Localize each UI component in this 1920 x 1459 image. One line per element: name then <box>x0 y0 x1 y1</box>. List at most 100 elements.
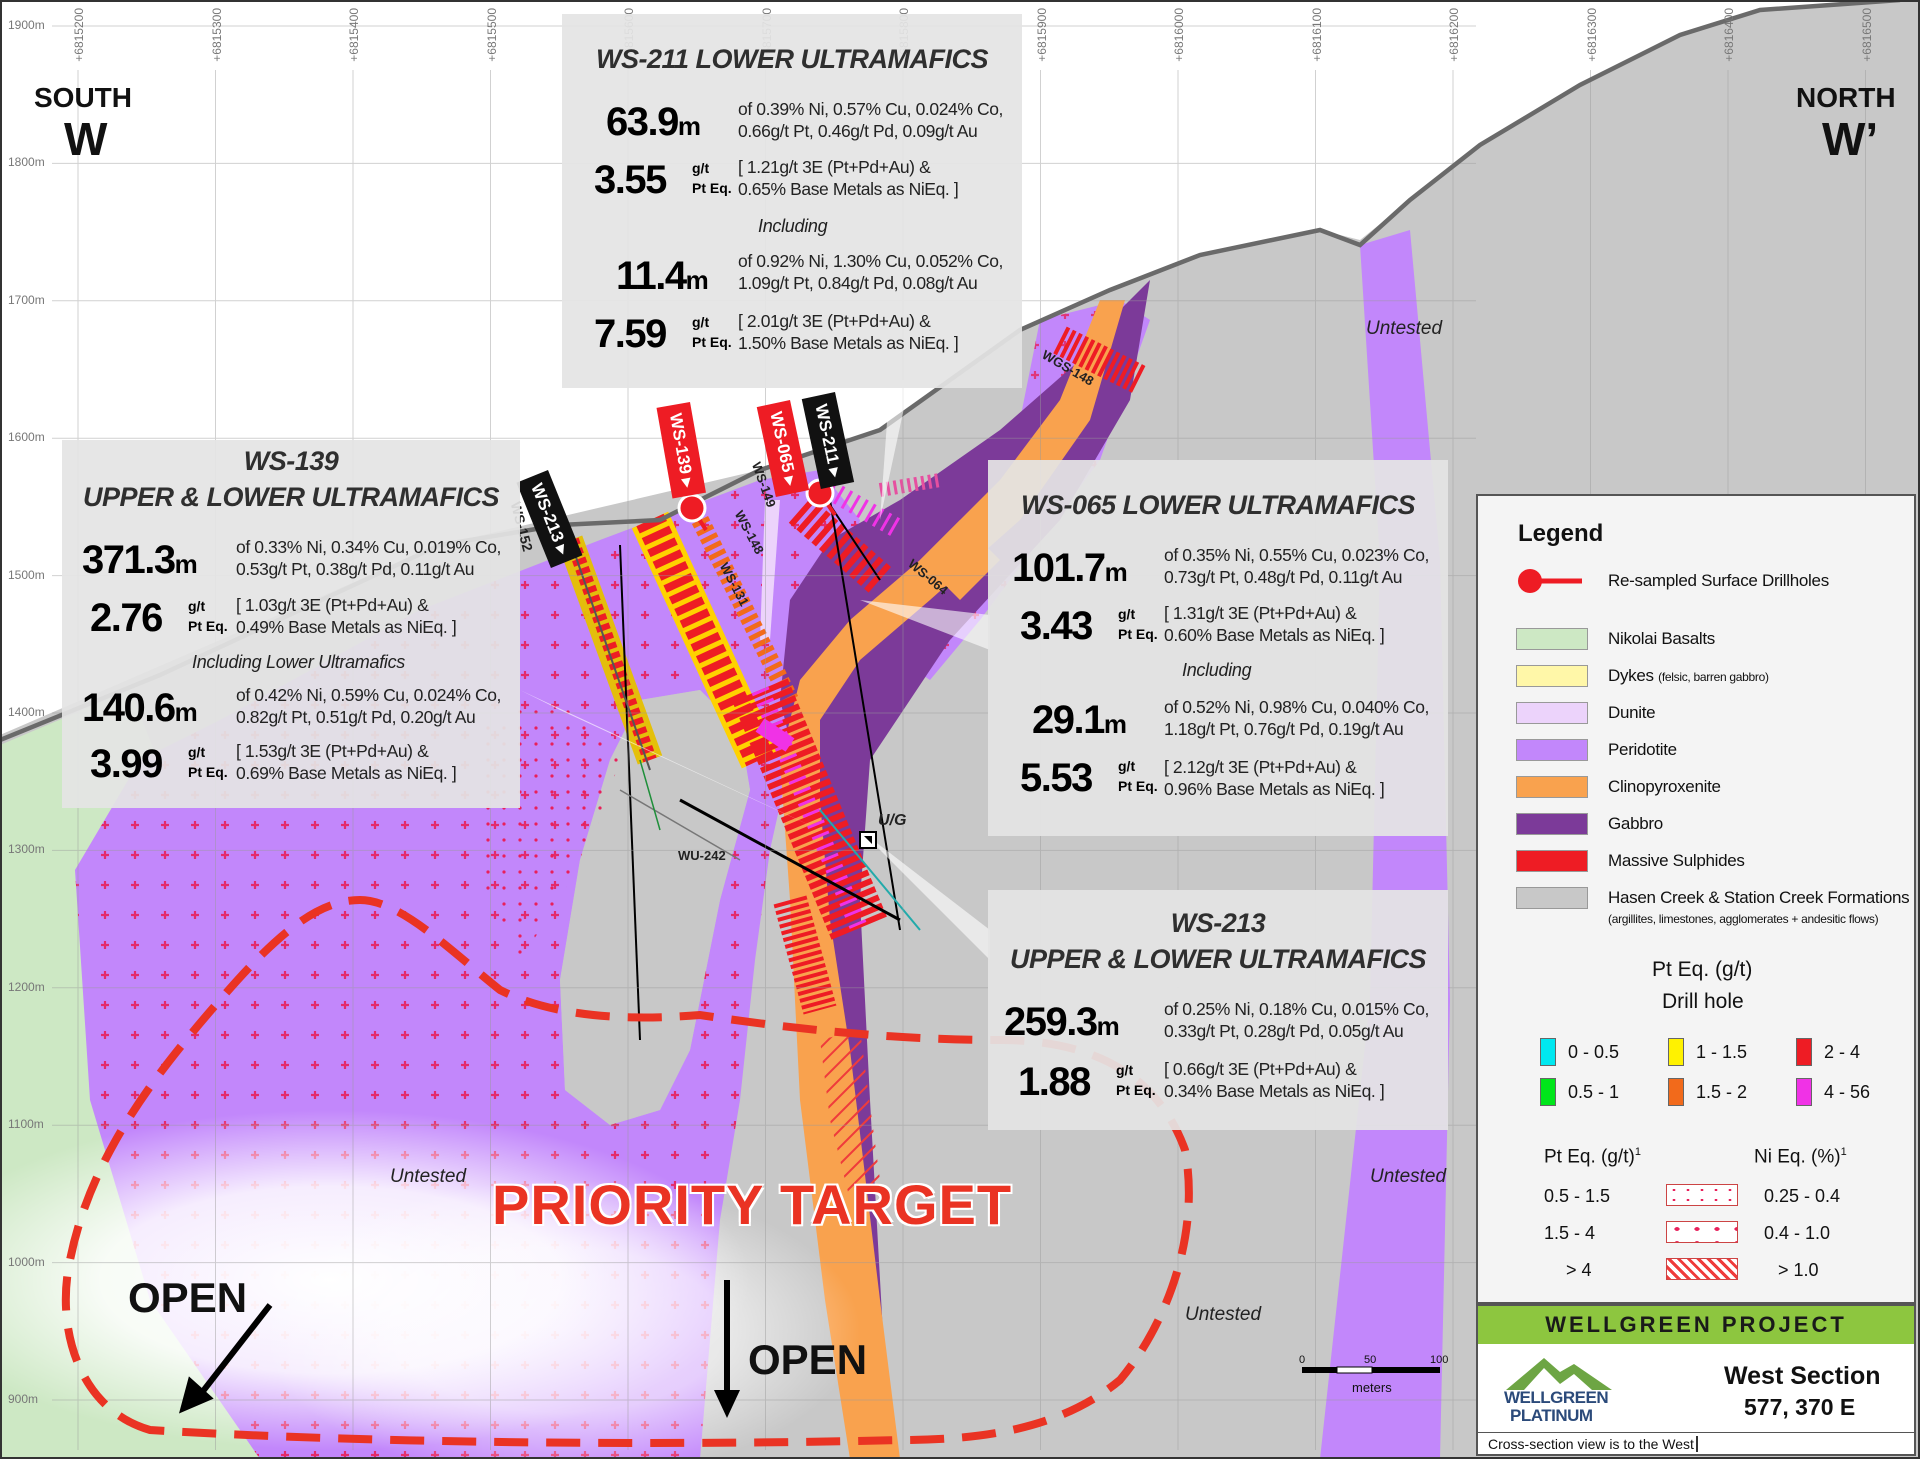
elevation-tick-label: 1600m <box>8 430 45 445</box>
title-block: WELLGREEN PROJECT WELLGREEN PLATINUM Wes… <box>1476 1304 1916 1456</box>
elevation-tick-label: 1000m <box>8 1254 45 1269</box>
ws211-title: WS-211 LOWER ULTRAMAFICS <box>596 44 989 74</box>
logo-text-1: WELLGREEN <box>1504 1388 1609 1407</box>
easting-tick-label: +6816200 <box>1447 8 1461 62</box>
ws213-title-1: WS-213 <box>1170 908 1266 938</box>
pt-eq-heading: Pt Eq. (g/t)1 <box>1544 1146 1641 1168</box>
legend-title: Legend <box>1518 520 1604 547</box>
ws139-pteq-1: 2.76 g/t Pt Eq. <box>90 596 228 640</box>
elevation-tick-label: 1900m <box>8 18 45 32</box>
easting-tick-label: +6815400 <box>347 8 361 62</box>
open-arrow-icon <box>179 1280 740 1418</box>
wellgreen-mountain-logo-icon <box>1506 1358 1612 1390</box>
ws213-desc-2: [ 0.66g/t 3E (Pt+Pd+Au) & 0.34% Base Meta… <box>1164 1059 1385 1101</box>
pteq-range-label: 1 - 1.5 <box>1696 1042 1748 1062</box>
section-name: West Section <box>1724 1362 1881 1390</box>
pt-eq-grade: > 4 <box>1566 1260 1592 1280</box>
pteq-heading: Pt Eq. (g/t) <box>1652 958 1753 981</box>
ws065-width-2: 29.1m <box>1032 698 1127 742</box>
ws211-width-1: 63.9m <box>606 100 701 144</box>
ws065-pteq-1: 3.43 g/t Pt Eq. <box>1020 604 1158 648</box>
ws139-width-2: 140.6m <box>82 686 198 730</box>
ws211-pteq-1: 3.55 g/t Pt Eq. <box>594 158 732 202</box>
ws139-title-2: UPPER & LOWER ULTRAMAFICS <box>83 482 499 512</box>
untested-label-3: Untested <box>1370 1166 1447 1187</box>
legend-swatch <box>1516 665 1588 687</box>
ug-label: U/G <box>878 812 907 829</box>
ws139-including: Including Lower Ultramafics <box>192 652 405 672</box>
elevation-tick-label: 1300m <box>8 842 45 857</box>
grade-pattern-swatch <box>1666 1258 1738 1280</box>
pteq-range-label: 1.5 - 2 <box>1696 1082 1748 1102</box>
ws211-including: Including <box>758 216 828 236</box>
pt-eq-grade: 0.5 - 1.5 <box>1544 1186 1611 1206</box>
south-label: SOUTH <box>34 82 132 113</box>
untested-label-1: Untested <box>1366 318 1443 339</box>
ws139-title-1: WS-139 <box>243 446 339 476</box>
callout-pointers <box>520 380 990 960</box>
open-label-left: OPEN <box>128 1274 248 1321</box>
untested-label-4: Untested <box>1185 1304 1262 1325</box>
legend-swatch <box>1516 813 1588 835</box>
easting-tick-label: +6815900 <box>1034 8 1049 62</box>
pteq-range-swatch <box>1540 1078 1556 1106</box>
legend-swatch <box>1516 887 1588 909</box>
pteq-range-swatch <box>1668 1078 1684 1106</box>
legend-swatch <box>1516 850 1588 872</box>
scale-unit: meters <box>1352 1380 1392 1395</box>
hole-label-wu242: WU-242 <box>678 848 726 863</box>
easting-tick-label: +6816100 <box>1309 8 1324 62</box>
priority-target-outline <box>61 895 1193 1447</box>
ws211-desc-1: of 0.39% Ni, 0.57% Cu, 0.024% Co, 0.66g/t… <box>738 99 1004 141</box>
project-name: WELLGREEN PROJECT <box>1478 1306 1914 1344</box>
easting-tick-label: +6815500 <box>484 8 499 62</box>
ws211-results-box: WS-211 LOWER ULTRAMAFICS 63.9m of 0.39% … <box>562 14 1022 388</box>
pteq-range-swatch <box>1796 1038 1812 1066</box>
logo-text-2: PLATINUM <box>1510 1406 1593 1425</box>
elevation-tick-label: 1500m <box>8 567 45 582</box>
grade-pattern-swatch <box>1666 1221 1738 1243</box>
ws211-desc-2: [ 1.21g/t 3E (Pt+Pd+Au) & 0.65% Base Meta… <box>738 157 959 199</box>
ws139-pteq-2: 3.99 g/t Pt Eq. <box>90 742 228 786</box>
ni-eq-grade: > 1.0 <box>1778 1260 1819 1280</box>
grade-pattern-swatch <box>1666 1184 1738 1206</box>
ws065-pteq-2: 5.53 g/t Pt Eq. <box>1020 756 1158 800</box>
ws211-desc-4: [ 2.01g/t 3E (Pt+Pd+Au) & 1.50% Base Meta… <box>738 311 959 353</box>
ni-eq-grade: 0.4 - 1.0 <box>1764 1223 1831 1243</box>
scale-0: 0 <box>1299 1354 1306 1366</box>
north-label: NORTH <box>1796 82 1896 113</box>
ws139-desc-1: of 0.33% Ni, 0.34% Cu, 0.019% Co, 0.53g/t… <box>236 537 502 579</box>
ws139-desc-4: [ 1.53g/t 3E (Pt+Pd+Au) & 0.69% Base Meta… <box>236 741 457 783</box>
open-label-bottom: OPEN <box>748 1336 868 1383</box>
section-coordinate: 577, 370 E <box>1744 1394 1856 1420</box>
ws065-results-box: WS-065 LOWER ULTRAMAFICS 101.7m of 0.35%… <box>988 460 1448 836</box>
easting-tick-label: +6815300 <box>209 8 224 62</box>
ws065-desc-3: of 0.52% Ni, 0.98% Cu, 0.040% Co, 1.18g/t… <box>1164 697 1430 739</box>
elevation-tick-label: 1200m <box>8 979 45 994</box>
ws065-desc-1: of 0.35% Ni, 0.55% Cu, 0.023% Co, 0.73g/t… <box>1164 545 1430 587</box>
ws213-width-1: 259.3m <box>1004 1000 1120 1044</box>
easting-tick-label: +6816400 <box>1722 8 1736 62</box>
elevation-tick-label: 1400m <box>8 705 45 719</box>
pteq-range-label: 4 - 56 <box>1824 1082 1871 1102</box>
elevation-tick-label: 1100m <box>8 1117 44 1132</box>
untested-label-2: Untested <box>390 1166 467 1187</box>
pteq-range-label: 2 - 4 <box>1824 1042 1861 1062</box>
re-sampled-drillhole-icon <box>1518 569 1582 593</box>
south-letter: W <box>64 113 108 165</box>
ws139-desc-2: [ 1.03g/t 3E (Pt+Pd+Au) & 0.49% Base Meta… <box>236 595 457 637</box>
ws139-results-box: WS-139 UPPER & LOWER ULTRAMAFICS 371.3m … <box>62 440 520 808</box>
legend-swatch <box>1516 628 1588 650</box>
ws211-width-2: 11.4m <box>616 254 709 298</box>
easting-tick-label: +6816500 <box>1859 8 1874 62</box>
ni-eq-heading: Ni Eq. (%)1 <box>1754 1146 1847 1168</box>
legend-swatch <box>1516 739 1588 761</box>
easting-tick-label: +6816300 <box>1584 8 1599 62</box>
ws213-pteq-1: 1.88 g/t Pt Eq. <box>1018 1060 1156 1104</box>
ws065-desc-4: [ 2.12g/t 3E (Pt+Pd+Au) & 0.96% Base Meta… <box>1164 757 1385 799</box>
ni-eq-grade: 0.25 - 0.4 <box>1764 1186 1841 1206</box>
ws213-results-box: WS-213 UPPER & LOWER ULTRAMAFICS 259.3m … <box>988 890 1448 1130</box>
ws065-width-1: 101.7m <box>1012 546 1128 590</box>
priority-target-label: PRIORITY TARGET <box>492 1173 1013 1236</box>
